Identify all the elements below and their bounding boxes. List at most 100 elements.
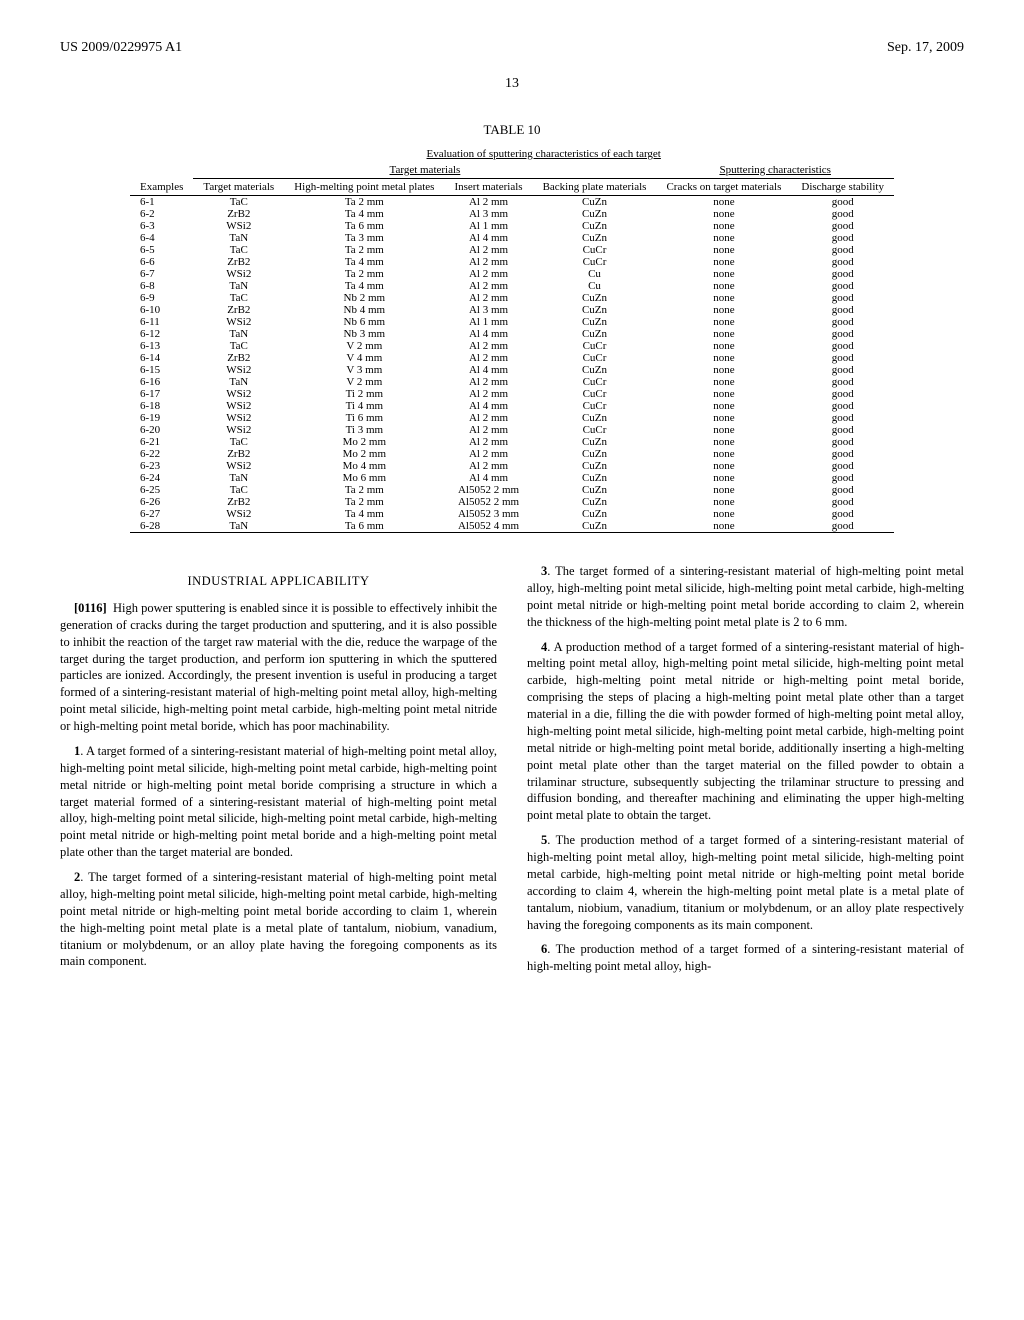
group-right: Sputtering characteristics: [719, 164, 831, 176]
table-cell: none: [656, 472, 791, 484]
table-cell: Al 2 mm: [444, 196, 532, 209]
table-cell: none: [656, 280, 791, 292]
table-row: 6-18WSi2Ti 4 mmAl 4 mmCuCrnonegood: [130, 400, 894, 412]
table-row: 6-25TaCTa 2 mmAl5052 2 mmCuZnnonegood: [130, 484, 894, 496]
table-cell: Al 2 mm: [444, 340, 532, 352]
table-cell: 6-5: [130, 244, 193, 256]
table-cell: 6-3: [130, 220, 193, 232]
table-row: 6-26ZrB2Ta 2 mmAl5052 2 mmCuZnnonegood: [130, 496, 894, 508]
table-cell: Nb 4 mm: [284, 304, 444, 316]
claim-text: . The target formed of a sintering-resis…: [60, 870, 497, 968]
table-cell: Al 2 mm: [444, 292, 532, 304]
table-cell: Al 2 mm: [444, 448, 532, 460]
table-cell: TaN: [193, 328, 284, 340]
table-row: 6-5TaCTa 2 mmAl 2 mmCuCrnonegood: [130, 244, 894, 256]
table-row: 6-6ZrB2Ta 4 mmAl 2 mmCuCrnonegood: [130, 256, 894, 268]
table-row: 6-16TaNV 2 mmAl 2 mmCuCrnonegood: [130, 376, 894, 388]
table-row: 6-13TaCV 2 mmAl 2 mmCuCrnonegood: [130, 340, 894, 352]
table-cell: Nb 2 mm: [284, 292, 444, 304]
table-cell: none: [656, 424, 791, 436]
table-cell: Al 2 mm: [444, 460, 532, 472]
table-cell: CuCr: [533, 400, 657, 412]
table-cell: 6-19: [130, 412, 193, 424]
table-cell: WSi2: [193, 220, 284, 232]
table-cell: ZrB2: [193, 208, 284, 220]
table-cell: 6-11: [130, 316, 193, 328]
table-cell: CuCr: [533, 424, 657, 436]
table-cell: ZrB2: [193, 352, 284, 364]
table-cell: CuZn: [533, 208, 657, 220]
table-cell: V 4 mm: [284, 352, 444, 364]
table-cell: 6-6: [130, 256, 193, 268]
table-cell: WSi2: [193, 316, 284, 328]
table-cell: 6-17: [130, 388, 193, 400]
table-cell: good: [791, 340, 894, 352]
table-cell: 6-22: [130, 448, 193, 460]
table-cell: CuZn: [533, 460, 657, 472]
table-cell: Al 2 mm: [444, 376, 532, 388]
table-cell: 6-1: [130, 196, 193, 209]
table-cell: WSi2: [193, 508, 284, 520]
table-cell: Ta 2 mm: [284, 484, 444, 496]
table-cell: 6-12: [130, 328, 193, 340]
table-cell: good: [791, 256, 894, 268]
table-cell: none: [656, 436, 791, 448]
table-cell: Ta 3 mm: [284, 232, 444, 244]
claim-text: . The target formed of a sintering-resis…: [527, 564, 964, 629]
table-cell: WSi2: [193, 412, 284, 424]
table-cell: 6-21: [130, 436, 193, 448]
table-cell: WSi2: [193, 424, 284, 436]
table-cell: TaC: [193, 340, 284, 352]
claim-text: . The production method of a target form…: [527, 833, 964, 931]
table-cell: CuCr: [533, 352, 657, 364]
table-cell: Al 4 mm: [444, 400, 532, 412]
table-cell: 6-24: [130, 472, 193, 484]
table-row: 6-14ZrB2V 4 mmAl 2 mmCuCrnonegood: [130, 352, 894, 364]
col-examples: Examples: [130, 179, 193, 196]
col-backing: Backing plate materials: [533, 179, 657, 196]
table-cell: good: [791, 352, 894, 364]
table-cell: none: [656, 520, 791, 533]
table-cell: TaC: [193, 244, 284, 256]
table-cell: none: [656, 400, 791, 412]
table-cell: 6-20: [130, 424, 193, 436]
table-cell: CuZn: [533, 484, 657, 496]
table-cell: none: [656, 244, 791, 256]
table-cell: none: [656, 268, 791, 280]
table-row: 6-22ZrB2Mo 2 mmAl 2 mmCuZnnonegood: [130, 448, 894, 460]
table-row: 6-21TaCMo 2 mmAl 2 mmCuZnnonegood: [130, 436, 894, 448]
table-cell: good: [791, 412, 894, 424]
table-cell: Al5052 2 mm: [444, 496, 532, 508]
table-cell: CuCr: [533, 256, 657, 268]
table-cell: none: [656, 316, 791, 328]
table-cell: 6-10: [130, 304, 193, 316]
table-cell: Al 2 mm: [444, 256, 532, 268]
table-cell: CuZn: [533, 292, 657, 304]
table-cell: none: [656, 328, 791, 340]
claim: 2. The target formed of a sintering-resi…: [60, 869, 497, 970]
group-left: Target materials: [390, 164, 461, 176]
table-cell: Ta 2 mm: [284, 196, 444, 209]
table-cell: good: [791, 400, 894, 412]
table-cell: none: [656, 496, 791, 508]
table-cell: CuZn: [533, 232, 657, 244]
table-cell: CuZn: [533, 328, 657, 340]
table-cell: Ti 4 mm: [284, 400, 444, 412]
body-columns: INDUSTRIAL APPLICABILITY [0116] High pow…: [60, 563, 964, 981]
table-row: 6-12TaNNb 3 mmAl 4 mmCuZnnonegood: [130, 328, 894, 340]
table-cell: Al 2 mm: [444, 424, 532, 436]
table-cell: none: [656, 508, 791, 520]
table-cell: 6-13: [130, 340, 193, 352]
table-cell: TaN: [193, 280, 284, 292]
table-cell: good: [791, 448, 894, 460]
table-cell: none: [656, 220, 791, 232]
table-cell: Ta 4 mm: [284, 280, 444, 292]
table-cell: none: [656, 232, 791, 244]
table-caption: TABLE 10: [60, 122, 964, 138]
table-cell: good: [791, 376, 894, 388]
table-cell: good: [791, 472, 894, 484]
table-cell: none: [656, 196, 791, 209]
table-cell: 6-2: [130, 208, 193, 220]
table-cell: good: [791, 208, 894, 220]
section-head: INDUSTRIAL APPLICABILITY: [60, 573, 497, 590]
